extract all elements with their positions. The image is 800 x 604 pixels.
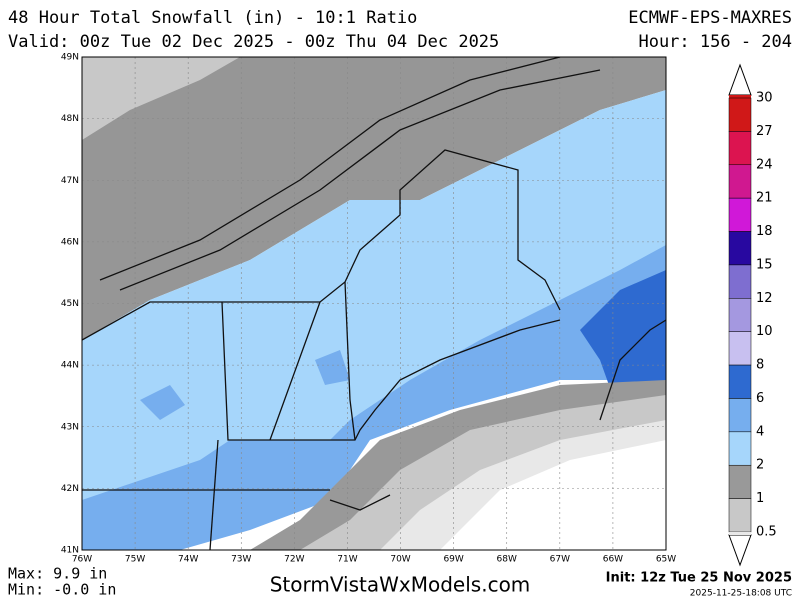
colorbar-label: 21 — [756, 191, 773, 206]
colorbar-label: 12 — [756, 291, 773, 306]
map — [81, 56, 667, 551]
colorbar-segment — [729, 95, 751, 98]
colorbar-segment — [728, 331, 752, 366]
lon-label: 65W — [656, 555, 676, 565]
lat-label: 46N — [61, 237, 79, 247]
lat-label: 43N — [61, 422, 79, 432]
colorbar-segment — [728, 364, 752, 399]
website: StormVistaWxModels.com — [270, 573, 531, 597]
title: 48 Hour Total Snowfall (in) - 10:1 Ratio — [8, 8, 417, 28]
colorbar-label: 15 — [756, 257, 773, 272]
lat-label: 41N — [61, 546, 79, 556]
lon-label: 75W — [125, 555, 145, 565]
model: ECMWF-EPS-MAXRES — [628, 8, 792, 28]
colorbar-segment — [728, 264, 752, 299]
colorbar-segment — [728, 197, 752, 232]
colorbar-segment — [728, 164, 752, 199]
lon-label: 72W — [284, 555, 304, 565]
colorbar-label: 4 — [756, 424, 764, 439]
lat-label: 42N — [61, 484, 79, 494]
lon-label: 76W — [72, 555, 92, 565]
latitude-labels: 49N 48N 47N 46N 45N 44N 43N 42N 41N — [61, 53, 79, 556]
colorbar-label: 27 — [756, 124, 773, 139]
colorbar-label: 0.5 — [756, 525, 777, 540]
colorbar-label: 18 — [756, 224, 773, 239]
colorbar-segment — [728, 131, 752, 166]
colorbar-label: 2 — [756, 458, 764, 473]
colorbar-segment — [729, 532, 751, 535]
longitude-labels: 76W 75W 74W 73W 72W 71W 70W 69W 68W 67W 66W 65W — [72, 555, 676, 565]
colorbar-segment — [728, 431, 752, 466]
lon-label: 74W — [178, 555, 198, 565]
colorbar-segment — [728, 464, 752, 499]
lon-label: 68W — [497, 555, 517, 565]
lon-label: 66W — [603, 555, 623, 565]
lon-label: 70W — [390, 555, 410, 565]
lat-label: 48N — [61, 114, 79, 124]
forecast-hour: Hour: 156 - 204 — [638, 32, 792, 52]
colorbar-segment — [728, 498, 752, 533]
lat-label: 44N — [61, 361, 79, 371]
colorbar-label: 24 — [756, 157, 773, 172]
valid-time: Valid: 00z Tue 02 Dec 2025 - 00z Thu 04 … — [8, 32, 499, 52]
colorbar-segment — [728, 398, 752, 433]
colorbar-label: 1 — [756, 491, 764, 506]
colorbar-label: 6 — [756, 391, 764, 406]
lat-label: 45N — [61, 299, 79, 309]
timestamp: 2025-11-25-18:08 UTC — [690, 589, 792, 599]
lon-label: 71W — [337, 555, 357, 565]
max-value: Max: 9.9 in — [8, 565, 107, 583]
lat-label: 49N — [61, 53, 79, 63]
lon-label: 69W — [443, 555, 463, 565]
colorbar-segment — [728, 231, 752, 266]
colorbar-label: 8 — [756, 358, 764, 373]
min-value: Min: -0.0 in — [8, 581, 116, 599]
lon-label: 73W — [231, 555, 251, 565]
lat-label: 47N — [61, 176, 79, 186]
init-time: Init: 12z Tue 25 Nov 2025 — [606, 571, 792, 586]
colorbar-segment — [728, 298, 752, 332]
colorbar-label: 10 — [756, 324, 773, 339]
colorbar-label: 30 — [756, 91, 773, 106]
lon-label: 67W — [550, 555, 570, 565]
colorbar-segment — [728, 97, 752, 132]
